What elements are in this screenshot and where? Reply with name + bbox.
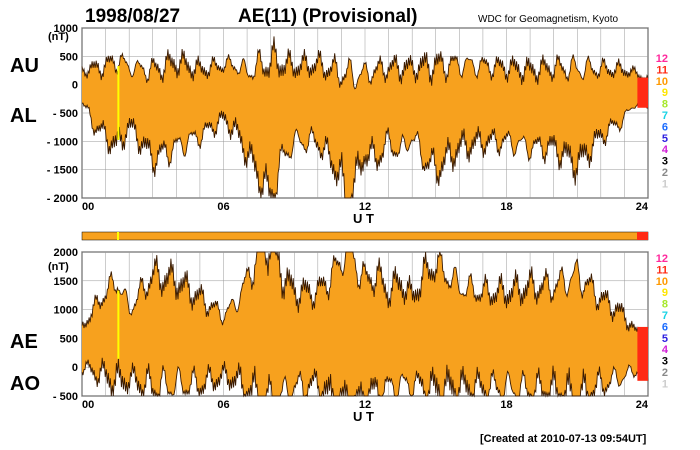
plot-source: WDC for Geomagnetism, Kyoto: [478, 14, 618, 25]
yellow-highlight-band: [117, 290, 120, 359]
au-al-y-ticks: 1000 500 0 - 500 - 1000 - 1500 - 2000: [47, 23, 78, 205]
al-series-label: AL: [10, 105, 37, 127]
station-count-label: 6: [662, 121, 668, 133]
created-timestamp: [Created at 2010-07-13 09:54UT]: [480, 433, 647, 445]
x-tick-label: 00: [82, 201, 94, 213]
plot-date: 1998/08/27: [85, 6, 180, 27]
station-count-label: 1: [662, 178, 668, 190]
au-al-panel: 1000 500 0 - 500 - 1000 - 1500 - 2000 00 06 12 18…: [10, 23, 649, 226]
y-tick-label: 0: [72, 80, 78, 92]
station-count-label: 4: [662, 344, 669, 356]
au-al-x-ticks: 00 06 12 18 24: [82, 201, 649, 213]
plot-index-title: AE(11) (Provisional): [238, 6, 418, 27]
station-count-label: 5: [662, 333, 668, 345]
station-count-label: 2: [662, 167, 668, 179]
station-count-label: 3: [662, 156, 668, 168]
x-tick-label: 24: [636, 399, 649, 411]
y-tick-label: - 500: [53, 108, 78, 120]
x-tick-label: 12: [359, 201, 371, 213]
au-al-area: [81, 36, 649, 199]
station-count-label: 11: [656, 264, 668, 276]
ae-series-label: AE: [10, 331, 38, 353]
au-series-label: AU: [10, 55, 39, 77]
y-tick-label: 0: [72, 362, 78, 374]
ae-ao-x-axis-label: U T: [353, 409, 374, 424]
x-tick-label: 24: [636, 201, 649, 213]
y-tick-label: - 2000: [47, 193, 78, 205]
station-count-label: 9: [662, 287, 668, 299]
station-count-label: 9: [662, 87, 668, 99]
y-tick-label: 2000: [54, 247, 78, 259]
station-count-label: 1: [662, 378, 668, 390]
station-count-label: 8: [662, 99, 668, 111]
y-tick-label: 1000: [54, 305, 78, 317]
y-tick-label: - 500: [53, 391, 78, 403]
ae-ao-unit-label: (nT): [48, 261, 69, 273]
ae-ao-panel: 2000 1500 1000 500 0 - 500 00 06 12 18 24 (nT) AE…: [10, 247, 649, 424]
coverage-bar-yellow-mark: [117, 232, 119, 240]
station-count-label: 10: [656, 276, 668, 288]
station-count-label: 11: [656, 64, 668, 76]
ae-series-line: [81, 251, 649, 342]
station-count-label: 5: [662, 133, 668, 145]
au-al-unit-label: (nT): [48, 31, 69, 43]
y-tick-label: - 1000: [47, 136, 78, 148]
red-highlight-band: [637, 326, 648, 381]
ao-series-line: [81, 357, 649, 398]
index-area-fill: [82, 252, 648, 396]
y-tick-label: 500: [60, 51, 78, 63]
station-count-label: 2: [662, 367, 668, 379]
station-count-label: 12: [656, 53, 668, 65]
x-tick-label: 12: [359, 399, 371, 411]
station-count-label: 10: [656, 76, 668, 88]
station-count-label: 6: [662, 321, 668, 333]
station-count-label: 8: [662, 299, 668, 311]
y-tick-label: - 1500: [47, 165, 78, 177]
y-tick-label: 500: [60, 333, 78, 345]
y-tick-label: 1500: [54, 276, 78, 288]
x-tick-label: 00: [82, 399, 94, 411]
coverage-bar-red-mark: [637, 232, 648, 240]
station-count-label: 4: [662, 144, 669, 156]
ae-ao-y-ticks: 2000 1500 1000 500 0 - 500: [53, 247, 78, 403]
x-tick-label: 18: [500, 201, 512, 213]
station-count-label: 7: [662, 310, 668, 322]
x-tick-label: 06: [217, 399, 229, 411]
station-count-label: 3: [662, 356, 668, 368]
station-count-label: 12: [656, 253, 668, 265]
yellow-highlight-band: [117, 66, 120, 140]
station-count-label: 7: [662, 110, 668, 122]
data-coverage-bar: [81, 231, 649, 241]
au-al-x-axis-label: U T: [353, 211, 374, 226]
al-series-line: [81, 98, 649, 199]
ao-series-label: AO: [10, 373, 40, 395]
au-series-line: [81, 36, 649, 90]
ae-ao-x-ticks: 00 06 12 18 24: [82, 399, 649, 411]
ae-ao-area: [81, 251, 649, 398]
x-tick-label: 06: [217, 201, 229, 213]
x-tick-label: 18: [500, 399, 512, 411]
red-highlight-band: [637, 77, 648, 108]
y-tick-label: 1000: [54, 23, 78, 35]
